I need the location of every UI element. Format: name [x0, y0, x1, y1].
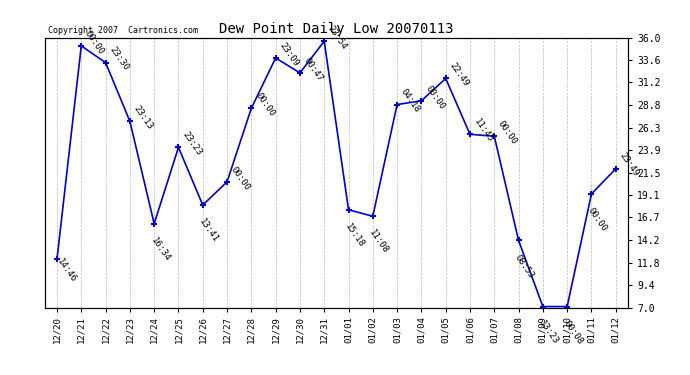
Text: 22:49: 22:49: [448, 61, 471, 88]
Text: 00:08: 00:08: [562, 319, 584, 346]
Text: 14:46: 14:46: [55, 256, 78, 284]
Text: 13:41: 13:41: [197, 217, 220, 244]
Title: Dew Point Daily Low 20070113: Dew Point Daily Low 20070113: [219, 22, 453, 36]
Text: 00:00: 00:00: [496, 119, 519, 146]
Text: 23:09: 23:09: [277, 40, 300, 68]
Text: 23:30: 23:30: [108, 45, 130, 72]
Text: 15:18: 15:18: [343, 222, 366, 249]
Text: 23:23: 23:23: [180, 130, 203, 157]
Text: 23:49: 23:49: [618, 152, 640, 178]
Text: Copyright 2007  Cartronics.com: Copyright 2007 Cartronics.com: [48, 26, 198, 35]
Text: 04:18: 04:18: [399, 87, 422, 114]
Text: 23:13: 23:13: [132, 104, 155, 131]
Text: 00:00: 00:00: [229, 165, 252, 192]
Text: 23:54: 23:54: [326, 24, 349, 51]
Text: 00:00: 00:00: [253, 91, 276, 118]
Text: 00:47: 00:47: [302, 56, 325, 83]
Text: 00:00: 00:00: [586, 206, 609, 233]
Text: 00:00: 00:00: [83, 28, 106, 56]
Text: 16:34: 16:34: [149, 236, 172, 263]
Text: 08:53: 08:53: [513, 253, 536, 280]
Text: 11:45: 11:45: [472, 117, 495, 144]
Text: 13:23: 13:23: [538, 319, 560, 346]
Text: 11:08: 11:08: [367, 228, 390, 256]
Text: 00:00: 00:00: [424, 84, 446, 111]
